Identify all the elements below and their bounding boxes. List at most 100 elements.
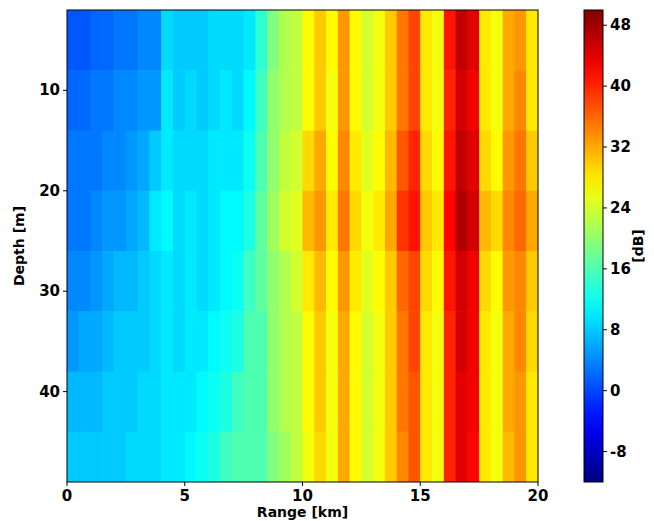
cell <box>303 70 315 131</box>
cell <box>161 70 173 131</box>
cell <box>232 251 244 312</box>
cell <box>350 10 362 71</box>
cell <box>491 131 503 192</box>
cell <box>467 311 479 372</box>
y-tick-label: 40 <box>39 383 60 401</box>
cell <box>102 372 114 433</box>
cell <box>303 131 315 192</box>
cell <box>361 311 373 372</box>
cell <box>114 70 126 131</box>
colorbar-tick <box>603 86 607 87</box>
cell <box>326 131 338 192</box>
cell <box>279 191 291 252</box>
cell <box>303 432 315 482</box>
cell <box>67 432 79 482</box>
cell <box>173 251 185 312</box>
cell <box>526 191 538 252</box>
x-tick <box>67 482 68 486</box>
cell <box>138 191 150 252</box>
y-tick <box>63 391 67 392</box>
cell <box>149 372 161 433</box>
cell <box>373 191 385 252</box>
colorbar-tick <box>603 207 607 208</box>
cell <box>456 251 468 312</box>
cell <box>197 10 209 71</box>
y-tick-label: 10 <box>39 81 60 99</box>
cell <box>397 131 409 192</box>
cell <box>432 131 444 192</box>
cell <box>291 191 303 252</box>
cell <box>102 70 114 131</box>
cell <box>514 432 526 482</box>
cell <box>279 432 291 482</box>
cell <box>161 131 173 192</box>
cell <box>514 372 526 433</box>
cell <box>255 131 267 192</box>
cell <box>408 191 420 252</box>
cell <box>408 372 420 433</box>
cell <box>91 311 103 372</box>
cell <box>138 70 150 131</box>
x-axis-title: Range [km] <box>257 504 348 520</box>
cell <box>408 311 420 372</box>
cell <box>444 311 456 372</box>
cell <box>456 10 468 71</box>
cell <box>267 131 279 192</box>
cell <box>373 311 385 372</box>
cell <box>220 191 232 252</box>
cell <box>102 10 114 71</box>
cell <box>503 131 515 192</box>
colorbar-tick-label: 16 <box>610 260 631 278</box>
cell <box>244 251 256 312</box>
cell <box>91 372 103 433</box>
cell <box>102 311 114 372</box>
cell <box>67 131 79 192</box>
cell <box>479 191 491 252</box>
cell <box>491 251 503 312</box>
cell <box>267 432 279 482</box>
cell <box>279 10 291 71</box>
colorbar-tick-label: -8 <box>610 443 627 461</box>
colorbar-tick <box>603 147 607 148</box>
cell <box>338 251 350 312</box>
cell <box>279 372 291 433</box>
cell <box>197 131 209 192</box>
cell <box>91 10 103 71</box>
cell <box>432 70 444 131</box>
cell <box>138 131 150 192</box>
x-tick <box>420 482 421 486</box>
cell <box>432 251 444 312</box>
x-tick-label: 20 <box>528 487 549 505</box>
cell <box>420 131 432 192</box>
cell <box>208 251 220 312</box>
cell <box>208 311 220 372</box>
cell <box>385 311 397 372</box>
cell <box>244 70 256 131</box>
cell <box>397 10 409 71</box>
cell <box>279 131 291 192</box>
cell <box>491 311 503 372</box>
cell <box>267 70 279 131</box>
cell <box>385 191 397 252</box>
cell <box>208 10 220 71</box>
cell <box>197 191 209 252</box>
cell <box>208 191 220 252</box>
cell <box>526 432 538 482</box>
colorbar-tick-label: 48 <box>610 16 631 34</box>
cell <box>185 251 197 312</box>
cell <box>444 251 456 312</box>
cell <box>432 311 444 372</box>
x-tick-label: 5 <box>180 487 190 505</box>
cell <box>503 70 515 131</box>
cell <box>397 191 409 252</box>
cell <box>244 10 256 71</box>
cell <box>456 432 468 482</box>
cell <box>326 70 338 131</box>
cell <box>161 191 173 252</box>
cell <box>79 251 91 312</box>
colorbar-tick-label: 0 <box>610 382 620 400</box>
cell <box>326 432 338 482</box>
cell <box>244 191 256 252</box>
cell <box>208 372 220 433</box>
cell <box>67 70 79 131</box>
